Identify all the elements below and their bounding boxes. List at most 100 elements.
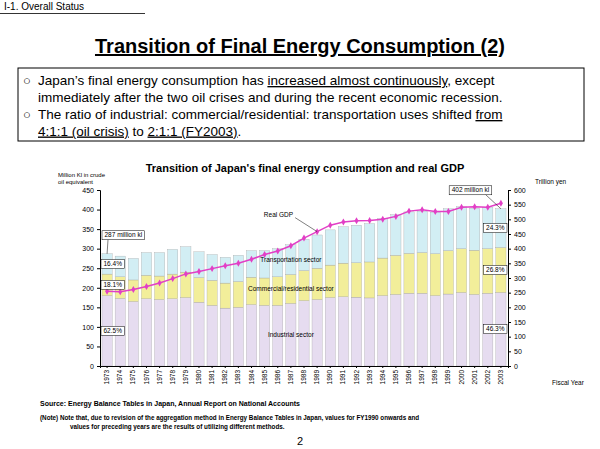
tick-label: 100 <box>514 333 526 340</box>
tick-mark <box>107 366 108 368</box>
bar <box>378 219 388 259</box>
x-axis-title: Fiscal Year <box>552 379 585 386</box>
bullet-line: 4:1:1 (oil crisis) to 2:1:1 (FY2003). <box>38 124 241 139</box>
tick-mark <box>146 366 147 368</box>
tick-label: 1985 <box>261 370 268 385</box>
line <box>107 203 501 292</box>
tick-mark <box>97 268 100 269</box>
tick-label: 1981 <box>208 370 215 385</box>
annotation: 24.3% <box>484 224 507 233</box>
tick-label: 1983 <box>234 370 241 385</box>
tick-label: 450 <box>82 187 94 194</box>
marker <box>368 217 372 224</box>
marker <box>249 256 253 263</box>
tick: 1985 <box>261 366 268 384</box>
annotation: 402 million kl <box>449 186 492 195</box>
tick: 150 <box>82 304 100 311</box>
annotation-leader <box>107 240 109 254</box>
tick-label: 400 <box>82 206 94 213</box>
tick-mark <box>508 190 511 191</box>
tick-label: 1993 <box>366 370 373 385</box>
marker <box>473 203 477 210</box>
bar <box>141 299 151 366</box>
bar <box>365 224 375 262</box>
bar <box>378 296 388 366</box>
bar <box>194 252 204 278</box>
note: values for preceding years are the resul… <box>70 423 285 431</box>
tick-mark <box>290 366 291 368</box>
tick-label: 1974 <box>116 370 123 385</box>
bar <box>325 230 335 265</box>
tick-label: 1979 <box>182 370 189 385</box>
tick: 1999 <box>444 366 451 384</box>
tick-label: 1998 <box>431 370 438 385</box>
tick: 1973 <box>103 366 110 384</box>
series-label: Commercial/residential sector <box>248 285 334 292</box>
tick: 1991 <box>339 366 346 384</box>
bar <box>128 301 138 366</box>
tick-label: 200 <box>514 304 526 311</box>
plot-area <box>102 200 506 366</box>
tick-mark <box>212 366 213 368</box>
bar <box>181 298 191 366</box>
bar <box>417 253 427 294</box>
header: I-1. Overall Status <box>4 1 84 12</box>
tick-mark <box>238 366 239 368</box>
tick-label: 200 <box>82 285 94 292</box>
marker <box>236 260 240 267</box>
bar <box>141 253 151 276</box>
bar <box>207 280 217 305</box>
tick-mark <box>97 327 100 328</box>
tick-mark <box>508 205 511 206</box>
bar <box>194 302 204 366</box>
tick-mark <box>225 366 226 368</box>
tick-mark <box>198 366 199 368</box>
label-leader <box>295 218 317 232</box>
tick-mark <box>251 366 252 368</box>
tick-label: 1977 <box>156 370 163 385</box>
marker <box>184 270 188 277</box>
tick-label: 2002 <box>484 370 491 385</box>
tick-label: 50 <box>514 348 522 355</box>
tick-mark <box>508 219 511 220</box>
marker <box>197 268 201 275</box>
tick: 100 <box>82 324 100 331</box>
bar <box>456 292 466 366</box>
bar <box>220 257 230 283</box>
bullet-text: immediately after the two oil crises and… <box>38 90 502 105</box>
tick-mark <box>97 288 100 289</box>
marker <box>210 265 214 272</box>
annotation-box <box>484 325 507 334</box>
tick: 300 <box>508 275 526 282</box>
tick: 1984 <box>248 366 255 384</box>
slide: I-1. Overall StatusTransition of Final E… <box>0 0 600 449</box>
tick: 0 <box>508 363 518 370</box>
marker <box>276 248 280 255</box>
annotation: 16.4% <box>101 259 124 268</box>
axis-line <box>509 191 512 367</box>
bar <box>430 296 440 366</box>
bar <box>443 209 453 251</box>
bar <box>338 297 348 366</box>
y2-axis: 050100150200250300350400450500550600 <box>508 187 526 370</box>
tick-label: 1996 <box>405 370 412 385</box>
chart-title: Transition of Japan's final energy consu… <box>146 162 465 174</box>
annotation: 18.1% <box>101 280 124 289</box>
tick-mark <box>448 366 449 368</box>
bar <box>365 298 375 366</box>
tick: 1994 <box>379 366 386 384</box>
tick-label: 1978 <box>169 370 176 385</box>
marker <box>354 217 358 224</box>
bar-series <box>102 247 506 308</box>
tick-label: 400 <box>514 245 526 252</box>
bar <box>220 283 230 308</box>
bullet-text: . <box>238 124 242 139</box>
tick-label: 250 <box>514 289 526 296</box>
bar <box>154 300 164 366</box>
bar <box>312 235 322 268</box>
bar-series <box>102 292 506 366</box>
tick: 200 <box>508 304 526 311</box>
tick-label: 2001 <box>471 370 478 385</box>
bar <box>443 251 453 294</box>
bar <box>154 276 164 299</box>
